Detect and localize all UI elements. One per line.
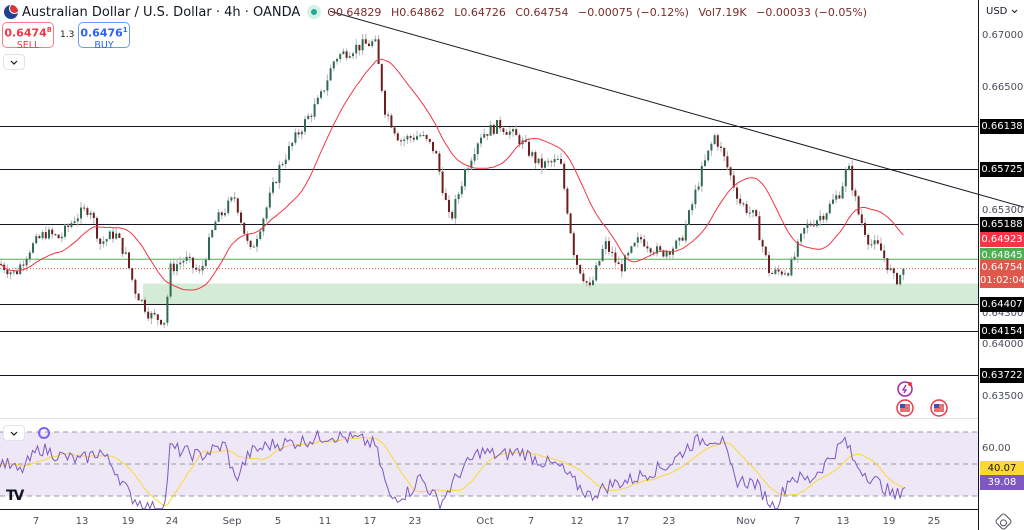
high-value: H0.64862 [390,5,445,19]
sell-button[interactable]: 0.64748 SELL [2,22,54,51]
us-flag-event-icon[interactable] [896,399,914,417]
time-axis-tick: 19 [121,516,135,527]
us-flag-event-icon[interactable] [930,399,948,417]
time-axis-tick: 5 [274,516,282,527]
buy-label: BUY [94,39,114,51]
market-open-status-icon [307,5,322,19]
level-price-tag: 0.65725 [980,162,1024,177]
price-axis-tick: 0.66500 [982,81,1024,93]
chevron-down-icon [10,60,18,65]
time-axis-tick: 7 [32,516,40,527]
time-axis-tick: Nov [736,516,756,527]
rsi-upper-band-label: 60.00 [982,443,1011,454]
time-axis-tick: 7 [527,516,535,527]
level-price-tag: 0.64154 [980,324,1024,339]
time-axis-tick: 7 [793,516,801,527]
collapse-rsi-button[interactable] [3,425,25,441]
collapse-legend-button[interactable] [3,54,25,70]
moving-average-line [0,58,904,291]
price-axis-tick: 0.64300 [982,308,1024,320]
rsi-ma-value-tag: 40.07 [980,461,1024,476]
time-axis-tick: 24 [165,516,179,527]
rsi-value-tag: 39.08 [980,475,1024,490]
chevron-down-icon [10,431,18,436]
green-line-price-tag: 0.64845 [980,248,1024,263]
level-price-tag: 0.66138 [980,119,1024,134]
volume-value: Vol7.19K [698,5,747,19]
sell-label: SELL [16,39,40,51]
symbol-legend[interactable]: Australian Dollar / U.S. Dollar · 4h · O… [4,3,873,21]
last-price-tag: 0.64754 01:02:04 [980,260,1024,288]
time-axis-tick: 13 [75,516,89,527]
economic-events[interactable] [896,381,948,417]
time-axis-tick: 25 [927,516,941,527]
time-axis-tick: Oct [476,516,494,527]
currency-label: USD [986,5,1008,17]
ma-price-tag: 0.64923 [980,232,1024,247]
time-axis-tick: 17 [363,516,377,527]
level-price-tag: 0.63722 [980,368,1024,383]
support-zone [0,258,978,305]
volume-change-value: −0.00033 (−0.05%) [756,5,868,19]
level-price-tag: 0.64407 [980,297,1024,312]
currency-selector[interactable]: USD [982,3,1022,19]
buy-price: 0.64761 [80,26,128,40]
price-axis-tick: 0.63500 [982,391,1024,402]
rsi-indicator [0,427,978,511]
sell-price: 0.64748 [4,26,52,40]
aud-usd-flag-icon [4,5,18,19]
price-axis-tick: 0.65300 [982,205,1024,217]
symbol-title[interactable]: Australian Dollar / U.S. Dollar · 4h · O… [22,4,301,20]
level-price-tag: 0.65188 [980,217,1024,232]
open-value: O0.64829 [327,5,382,19]
price-axis-tick: 0.67000 [982,30,1024,41]
time-axis-tick: 11 [318,516,332,527]
time-axis-tick: 12 [570,516,584,527]
horizontal-levels[interactable] [0,126,978,376]
time-axis-tick: 19 [882,516,896,527]
close-value: C0.64754 [515,5,569,19]
spread-value: 1.3 [60,30,75,40]
time-axis-tick: 17 [616,516,630,527]
trendline[interactable] [329,10,1024,208]
tradingview-logo[interactable]: TV [6,488,24,504]
time-axis-tick: 23 [662,516,676,527]
last-price-value: 0.64754 [981,262,1023,273]
change-value: −0.00075 (−0.12%) [578,5,689,19]
bar-countdown: 01:02:04 [980,275,1024,286]
time-axis-tick: Sep [222,516,242,527]
ohlc-values: O0.64829 H0.64862 L0.64726 C0.64754 −0.0… [327,6,873,19]
time-axis-tick: 13 [836,516,850,527]
candlesticks [0,33,905,329]
low-value: L0.64726 [454,5,506,19]
buy-button[interactable]: 0.64761 BUY [78,22,130,51]
lightning-event-icon[interactable] [897,381,913,397]
chevron-down-icon [1011,9,1018,13]
time-axis-tick: 23 [408,516,422,527]
price-axis-tick: 0.64000 [982,339,1024,351]
